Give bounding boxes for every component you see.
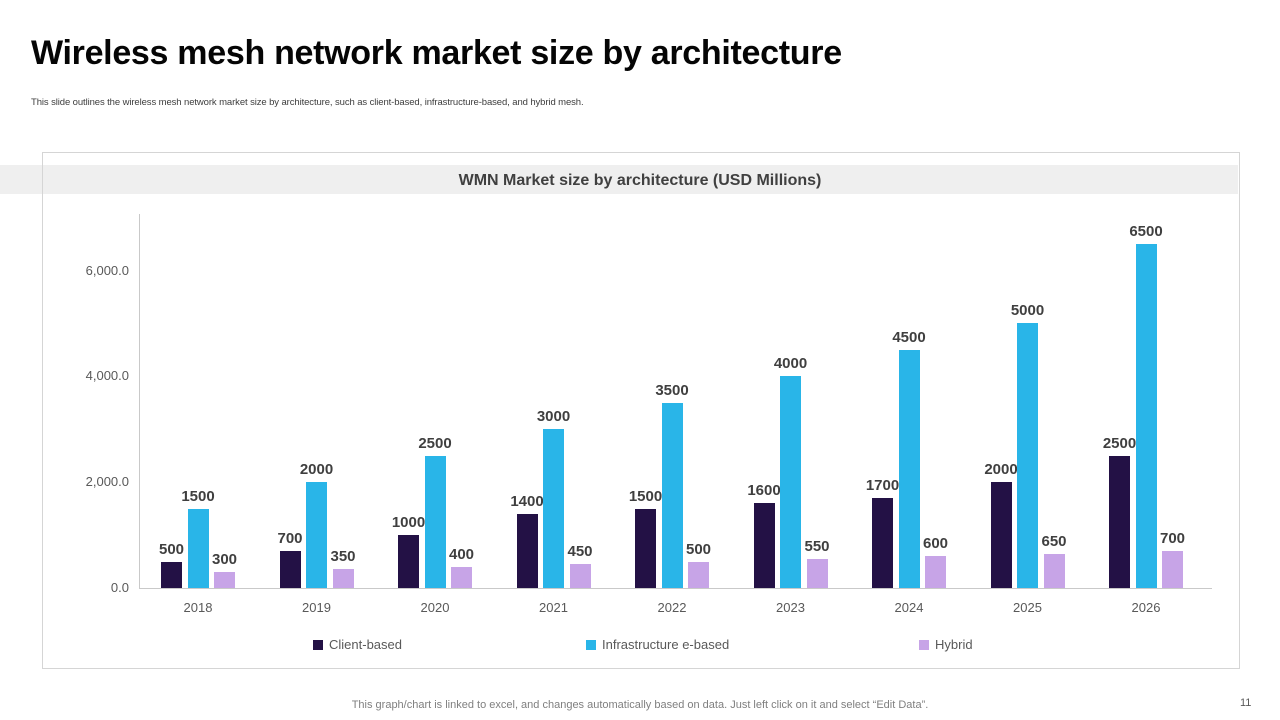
bar-value-label-client-based-2022: 1500 bbox=[628, 488, 663, 505]
bar-value-label-infrastructure-e-based-2025: 5000 bbox=[1010, 302, 1045, 319]
bar-client-based-2022 bbox=[635, 509, 656, 588]
page-title: Wireless mesh network market size by arc… bbox=[31, 34, 842, 72]
bar-value-label-hybrid-2023: 550 bbox=[804, 538, 830, 555]
x-tick-label-2021: 2021 bbox=[539, 600, 568, 615]
x-tick-label-2023: 2023 bbox=[776, 600, 805, 615]
legend-item-hybrid: Hybrid bbox=[919, 637, 973, 652]
y-tick-label: 6,000.0 bbox=[85, 262, 129, 278]
bar-value-label-infrastructure-e-based-2019: 2000 bbox=[299, 461, 334, 478]
x-tick-label-2020: 2020 bbox=[420, 600, 450, 615]
legend-swatch-infrastructure-e-based bbox=[586, 639, 596, 650]
legend-label-infrastructure-e-based: Infrastructure e-based bbox=[602, 637, 730, 652]
page-subtitle: This slide outlines the wireless mesh ne… bbox=[31, 97, 584, 108]
bar-hybrid-2023 bbox=[806, 559, 828, 588]
legend-swatch-hybrid bbox=[919, 639, 929, 650]
plot-area: 0.0 2,000.0 4,000.0 6,000.0 500 1500 300 700 20… bbox=[43, 153, 1239, 668]
bar-value-label-infrastructure-e-based-2021: 3000 bbox=[536, 408, 571, 425]
bar-client-based-2025 bbox=[990, 482, 1012, 588]
y-tick-label: 0.0 bbox=[110, 580, 129, 595]
x-tick-label-2026: 2026 bbox=[1131, 600, 1161, 615]
bar-value-label-infrastructure-e-based-2022: 3500 bbox=[655, 382, 689, 399]
y-axis-line bbox=[139, 214, 140, 589]
bar-value-label-hybrid-2020: 400 bbox=[448, 546, 475, 563]
bar-value-label-infrastructure-e-based-2020: 2500 bbox=[418, 435, 452, 452]
legend-label-client-based: Client-based bbox=[329, 637, 402, 652]
bar-infrastructure-e-based-2019 bbox=[306, 482, 327, 588]
x-tick-label-2018: 2018 bbox=[183, 600, 213, 615]
bar-value-label-infrastructure-e-based-2018: 1500 bbox=[181, 488, 215, 505]
bar-value-label-client-based-2024: 1700 bbox=[865, 477, 900, 494]
bar-value-label-infrastructure-e-based-2023: 4000 bbox=[773, 355, 808, 372]
bar-value-label-client-based-2018: 500 bbox=[158, 541, 185, 558]
bar-hybrid-2019 bbox=[332, 569, 354, 588]
bar-client-based-2020 bbox=[398, 535, 419, 588]
bar-hybrid-2026 bbox=[1162, 551, 1183, 588]
legend-item-infrastructure-e-based: Infrastructure e-based bbox=[586, 637, 729, 652]
bar-value-label-hybrid-2019: 350 bbox=[330, 548, 356, 565]
bar-hybrid-2025 bbox=[1043, 554, 1065, 588]
bar-value-label-hybrid-2026: 700 bbox=[1159, 530, 1186, 547]
bar-infrastructure-e-based-2021 bbox=[543, 429, 564, 588]
legend-label-hybrid: Hybrid bbox=[935, 637, 973, 652]
bar-client-based-2018 bbox=[161, 562, 182, 588]
legend-item-client-based: Client-based bbox=[313, 637, 402, 652]
bar-client-based-2019 bbox=[279, 551, 301, 588]
bar-client-based-2021 bbox=[516, 514, 538, 588]
x-axis-line bbox=[139, 588, 1212, 589]
bar-infrastructure-e-based-2026 bbox=[1135, 244, 1157, 588]
bar-value-label-infrastructure-e-based-2024: 4500 bbox=[892, 329, 926, 346]
legend-swatch-client-based bbox=[313, 639, 323, 650]
bar-value-label-client-based-2019: 700 bbox=[277, 530, 303, 547]
x-tick-label-2024: 2024 bbox=[894, 600, 924, 615]
bar-value-label-hybrid-2018: 300 bbox=[211, 551, 238, 568]
bar-client-based-2023 bbox=[753, 503, 775, 588]
bar-value-label-client-based-2020: 1000 bbox=[391, 514, 426, 531]
bar-infrastructure-e-based-2023 bbox=[780, 376, 801, 588]
bar-infrastructure-e-based-2025 bbox=[1017, 323, 1038, 588]
chart-object-frame[interactable]: 0.0 2,000.0 4,000.0 6,000.0 500 1500 300 700 20… bbox=[42, 152, 1240, 669]
page-number: 11 bbox=[1240, 697, 1252, 709]
bar-value-label-client-based-2023: 1600 bbox=[747, 482, 781, 499]
footer-note: This graph/chart is linked to excel, and… bbox=[351, 699, 929, 711]
x-tick-label-2019: 2019 bbox=[302, 600, 331, 615]
bar-value-label-infrastructure-e-based-2026: 6500 bbox=[1129, 223, 1163, 240]
bar-value-label-hybrid-2021: 450 bbox=[567, 543, 593, 560]
bar-infrastructure-e-based-2020 bbox=[424, 456, 446, 588]
bar-value-label-hybrid-2025: 650 bbox=[1041, 533, 1067, 550]
bar-value-label-client-based-2021: 1400 bbox=[510, 493, 544, 510]
bar-infrastructure-e-based-2024 bbox=[898, 350, 920, 588]
bar-client-based-2024 bbox=[872, 498, 893, 588]
bar-value-label-client-based-2025: 2000 bbox=[984, 461, 1018, 478]
y-tick-label: 4,000.0 bbox=[85, 368, 129, 384]
bar-infrastructure-e-based-2018 bbox=[187, 509, 209, 588]
bar-value-label-hybrid-2024: 600 bbox=[922, 535, 949, 552]
y-tick-label: 2,000.0 bbox=[85, 474, 129, 490]
x-tick-label-2022: 2022 bbox=[657, 600, 687, 615]
bar-hybrid-2024 bbox=[925, 556, 946, 588]
bar-hybrid-2020 bbox=[451, 567, 472, 588]
bar-value-label-client-based-2026: 2500 bbox=[1102, 435, 1137, 452]
bar-hybrid-2022 bbox=[688, 562, 709, 588]
bar-value-label-hybrid-2022: 500 bbox=[685, 541, 712, 558]
bar-hybrid-2018 bbox=[214, 572, 235, 588]
x-tick-label-2025: 2025 bbox=[1013, 600, 1042, 615]
bar-client-based-2026 bbox=[1109, 456, 1130, 588]
chart-title: WMN Market size by architecture (USD Mil… bbox=[458, 172, 822, 189]
bar-hybrid-2021 bbox=[569, 564, 591, 588]
bar-infrastructure-e-based-2022 bbox=[661, 403, 683, 588]
chart-title-band: WMN Market size by architecture (USD Mil… bbox=[0, 165, 1238, 194]
